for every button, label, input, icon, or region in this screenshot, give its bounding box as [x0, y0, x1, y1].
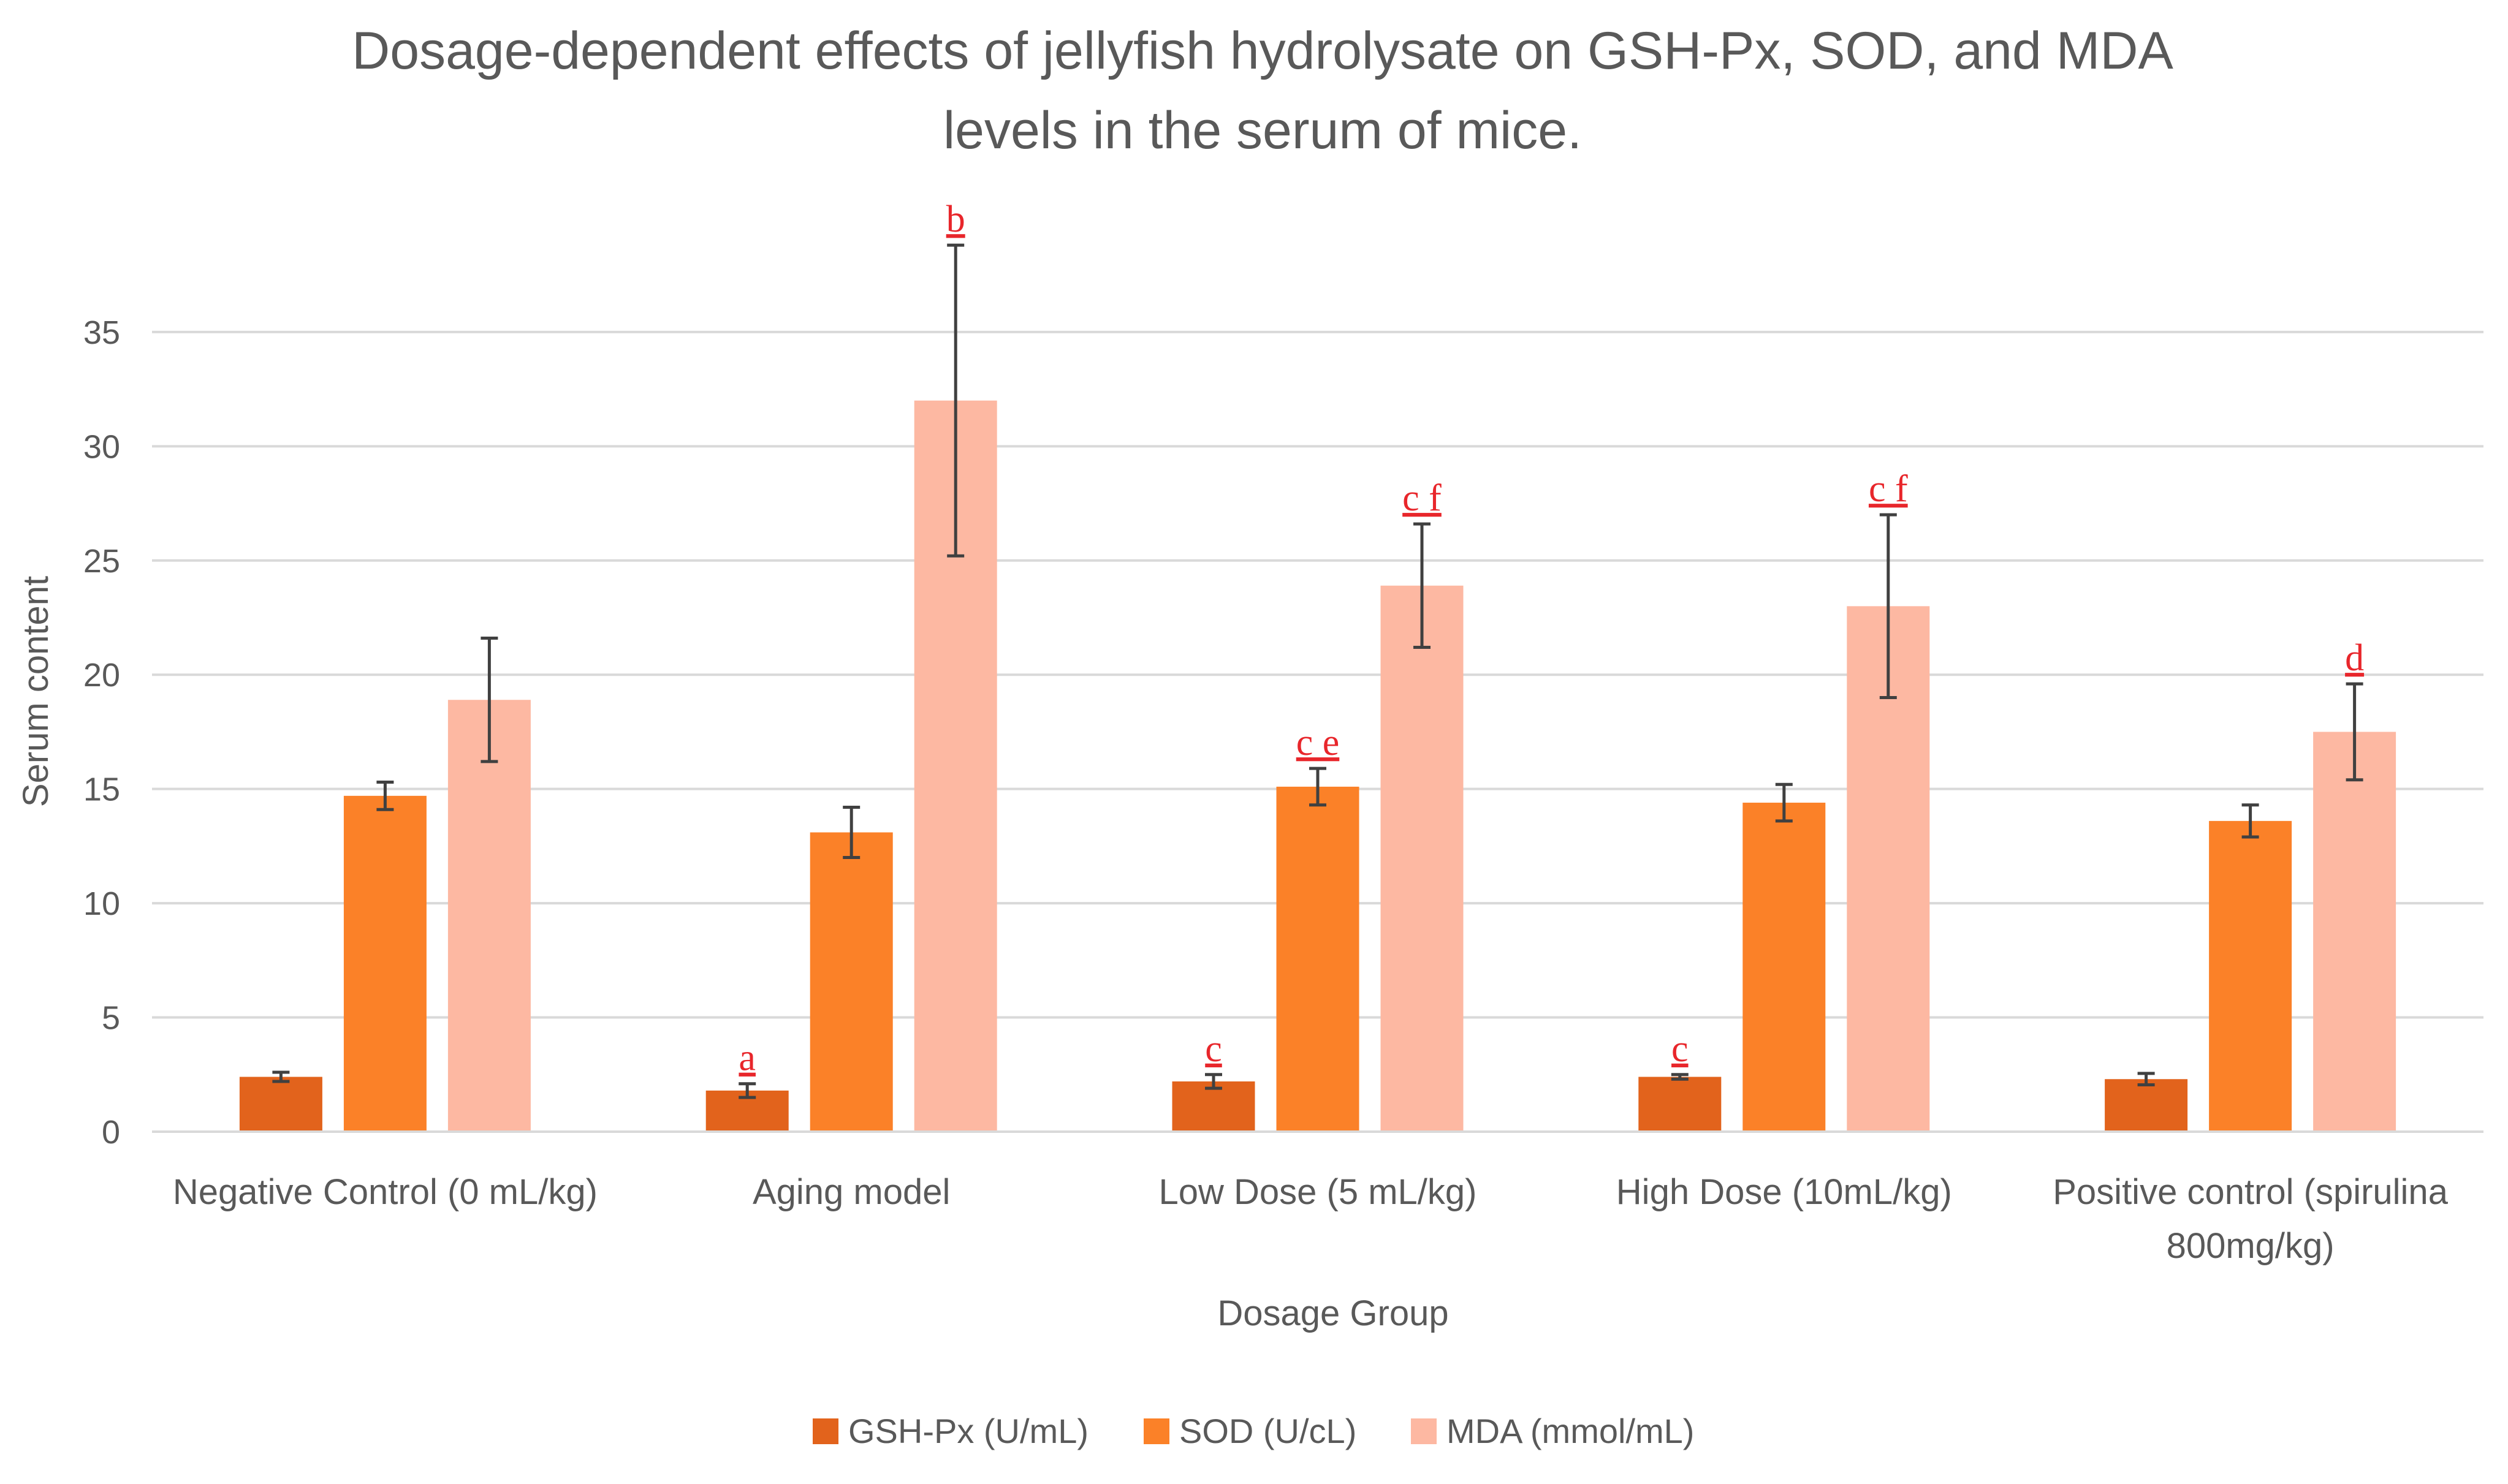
y-tick-label: 35 [83, 314, 120, 351]
chart-title-line: levels in the serum of mice. [943, 101, 1582, 160]
x-tick-label: Negative Control (0 mL/kg) [173, 1172, 598, 1212]
x-tick-label: High Dose (10mL/kg) [1616, 1172, 1952, 1212]
legend-swatch [1144, 1418, 1169, 1444]
y-tick-label: 15 [83, 771, 120, 808]
significance-label: a [739, 1037, 756, 1079]
chart-title-line: Dosage-dependent effects of jellyfish hy… [352, 21, 2173, 80]
bar-sod [810, 832, 893, 1132]
x-axis-title: Dosage Group [1217, 1293, 1448, 1333]
x-tick-label: Positive control (spirulina [2053, 1172, 2448, 1212]
significance-label: c [1205, 1028, 1222, 1070]
significance-label: c [1671, 1028, 1689, 1070]
y-tick-label: 10 [83, 885, 120, 922]
bar-gshpx [2105, 1079, 2188, 1132]
y-tick-label: 0 [102, 1114, 120, 1151]
bar-sod [343, 795, 427, 1132]
bar-mda [447, 700, 531, 1132]
x-tick-label: Aging model [753, 1172, 950, 1212]
bar-sod [2209, 820, 2292, 1132]
y-tick-label: 30 [83, 428, 120, 465]
y-tick-label: 20 [83, 657, 120, 694]
bar-mda [1380, 585, 1464, 1132]
legend-label: GSH-Px (U/mL) [848, 1412, 1089, 1450]
legend-label: SOD (U/cL) [1179, 1412, 1356, 1450]
bar-gshpx [239, 1077, 322, 1132]
bar-mda [2313, 732, 2396, 1132]
significance-label: c f [1402, 477, 1442, 519]
significance-label: b [946, 199, 965, 240]
y-tick-label: 5 [102, 1000, 120, 1037]
bar-sod [1742, 803, 1826, 1132]
bar-gshpx [1638, 1077, 1722, 1132]
y-axis-title: Serum content [16, 576, 56, 807]
bar-sod [1276, 786, 1359, 1132]
legend-swatch [813, 1418, 838, 1444]
significance-label: d [2345, 637, 2364, 679]
legend-label: MDA (mmol/mL) [1446, 1412, 1694, 1450]
significance-label: c e [1296, 722, 1340, 763]
x-tick-label: Low Dose (5 mL/kg) [1159, 1172, 1477, 1212]
x-tick-label: 800mg/kg) [2167, 1226, 2335, 1266]
significance-label: c f [1869, 468, 1908, 510]
legend-swatch [1411, 1418, 1437, 1444]
y-tick-label: 25 [83, 543, 120, 580]
